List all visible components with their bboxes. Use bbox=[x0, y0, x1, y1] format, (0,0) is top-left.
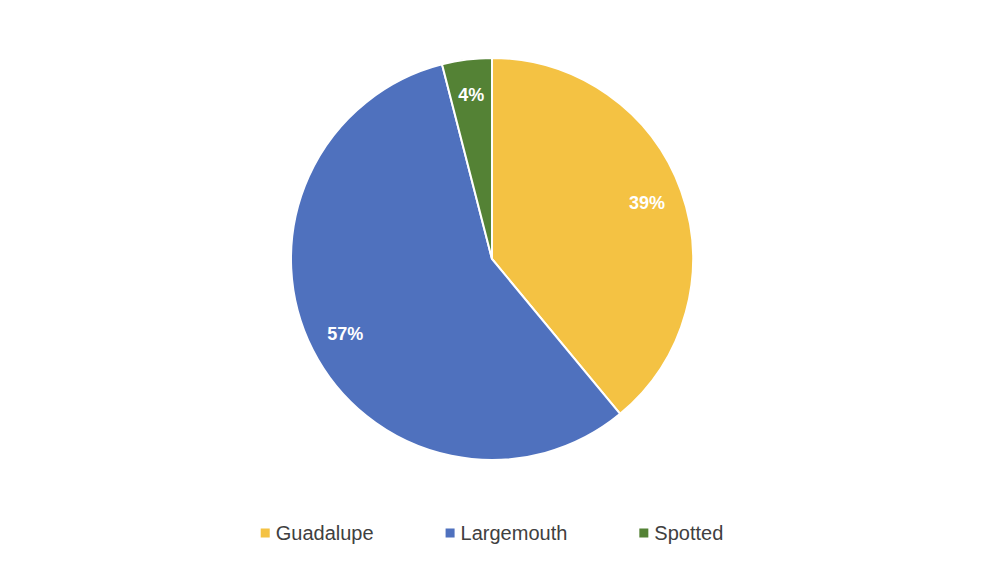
legend: Guadalupe Largemouth Spotted bbox=[261, 522, 724, 544]
legend-marker bbox=[261, 529, 270, 538]
legend-label: Largemouth bbox=[461, 522, 568, 544]
pie-slice bbox=[291, 64, 620, 460]
legend-item: Spotted bbox=[639, 522, 723, 544]
legend-item: Guadalupe bbox=[261, 522, 374, 544]
pie-slice bbox=[442, 58, 492, 259]
chart: 39% 57% 4% Guadalupe Largemouth Spotted bbox=[0, 0, 984, 572]
legend-marker bbox=[639, 529, 648, 538]
data-label: 4% bbox=[458, 85, 484, 105]
legend-item: Largemouth bbox=[446, 522, 568, 544]
legend-label: Spotted bbox=[654, 522, 723, 544]
legend-label: Guadalupe bbox=[276, 522, 374, 544]
legend-marker bbox=[446, 529, 455, 538]
data-label: 57% bbox=[327, 324, 363, 344]
data-labels: 39% 57% 4% bbox=[327, 85, 665, 343]
slices bbox=[291, 58, 693, 460]
data-label: 39% bbox=[629, 193, 665, 213]
